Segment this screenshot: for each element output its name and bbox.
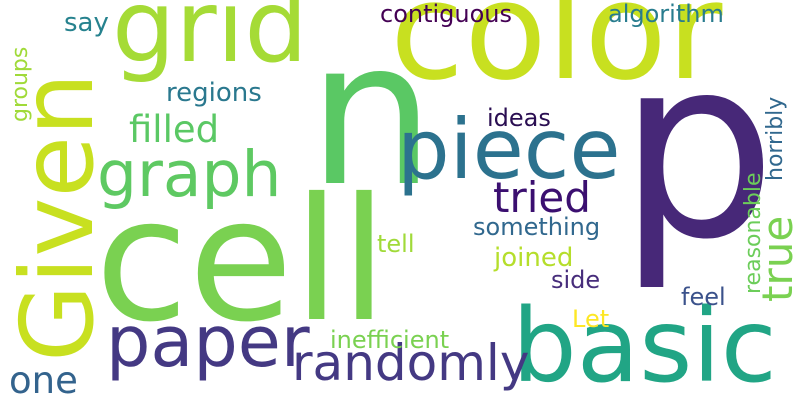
word-cell: cell [95, 162, 388, 360]
word-filled: filled [129, 108, 220, 151]
word-groups: groups [8, 46, 33, 122]
word-joined: joined [494, 243, 574, 273]
word-algorithm: algorithm [608, 0, 724, 28]
word-something: something [473, 213, 601, 241]
word-one: one [9, 359, 78, 400]
word-grid: grid [112, 0, 308, 85]
word-graph: graph [97, 138, 282, 211]
word-ideas: ideas [487, 104, 551, 132]
word-color: color [390, 0, 723, 110]
word-regions: regions [166, 78, 262, 108]
word-reasonable: reasonable [741, 172, 766, 294]
word-horribly: horribly [763, 96, 788, 181]
word-basic: basic [512, 287, 777, 400]
word-n: n [308, 0, 435, 231]
word-contiguous: contiguous [380, 0, 513, 28]
word-tell: tell [377, 230, 415, 258]
word-randomly: randomly [292, 334, 530, 392]
word-piece: piece [397, 101, 621, 198]
word-p: p [618, 3, 777, 294]
word-inefficient: inefficient [330, 326, 450, 354]
word-feel: feel [681, 283, 726, 311]
word-paper: paper [106, 301, 310, 383]
word-say: say [64, 8, 109, 38]
word-Let: Let [572, 305, 610, 333]
word-side: side [551, 266, 601, 294]
word-tried: tried [493, 173, 591, 222]
